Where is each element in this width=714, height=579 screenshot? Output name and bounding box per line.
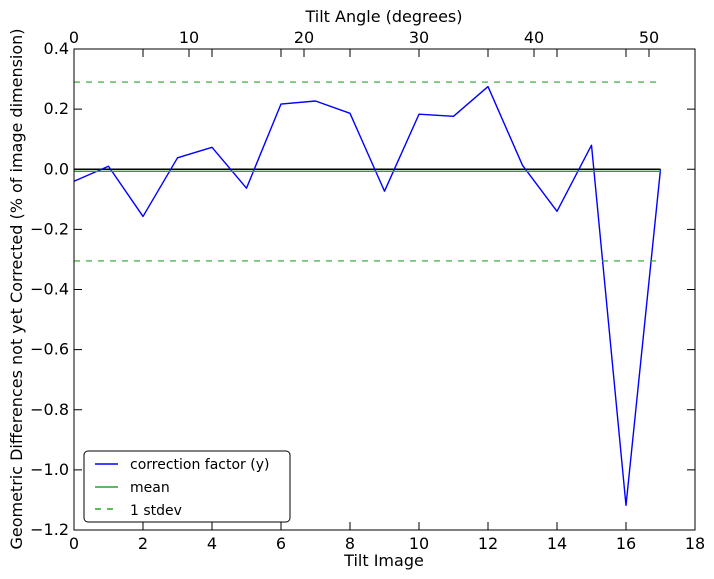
legend-box	[83, 450, 291, 523]
left-y-axis: −1.2 −1.0 −0.8 −0.6 −0.4 −0.2 0.0 0.2 0.4	[30, 39, 695, 539]
y-tick-label: 0.4	[44, 39, 69, 58]
series-line-correction-factor-y	[73, 85, 662, 507]
legend-label-stdev: 1 stdev	[130, 503, 182, 519]
x-tick-label: 4	[207, 534, 217, 553]
x-tick-label: 8	[345, 534, 355, 553]
legend: correction factor (y) mean 1 stdev	[83, 450, 291, 523]
top-x-axis: 0 10 20 30 40 50	[69, 28, 659, 57]
x-tick-label: 0	[69, 534, 79, 553]
top-x-tick-label: 50	[639, 28, 659, 47]
top-x-tick-label: 40	[524, 28, 544, 47]
y-tick-label: −0.8	[30, 400, 69, 419]
top-x-tick-label: 0	[69, 28, 79, 47]
y-tick-label: −1.0	[30, 460, 69, 479]
legend-label-correction-factor: correction factor (y)	[130, 457, 269, 473]
plot-content	[73, 81, 662, 507]
y-tick-label: −0.2	[30, 219, 69, 238]
top-x-tick-label: 20	[294, 28, 314, 47]
y-tick-label: 0.0	[44, 159, 69, 178]
x-tick-label: 10	[409, 534, 429, 553]
y-tick-label: −1.2	[30, 520, 69, 539]
y-tick-label: 0.2	[44, 99, 69, 118]
x-tick-label: 16	[616, 534, 636, 553]
y-tick-label: −0.4	[30, 280, 69, 299]
top-x-tick-label: 10	[179, 28, 199, 47]
bottom-x-axis: 0 2 4 6 8 10 12 14 16 18	[69, 49, 705, 553]
legend-label-mean: mean	[130, 480, 170, 496]
y-axis-label: Geometric Differences not yet Corrected …	[7, 28, 26, 549]
y-tick-label: −0.6	[30, 340, 69, 359]
top-x-tick-label: 30	[409, 28, 429, 47]
top-x-axis-label: Tilt Angle (degrees)	[304, 7, 462, 26]
x-tick-label: 2	[138, 534, 148, 553]
x-tick-label: 6	[276, 534, 286, 553]
x-tick-label: 18	[685, 534, 705, 553]
x-tick-label: 12	[478, 534, 498, 553]
x-tick-label: 14	[547, 534, 567, 553]
x-axis-label: Tilt Image	[343, 551, 424, 570]
